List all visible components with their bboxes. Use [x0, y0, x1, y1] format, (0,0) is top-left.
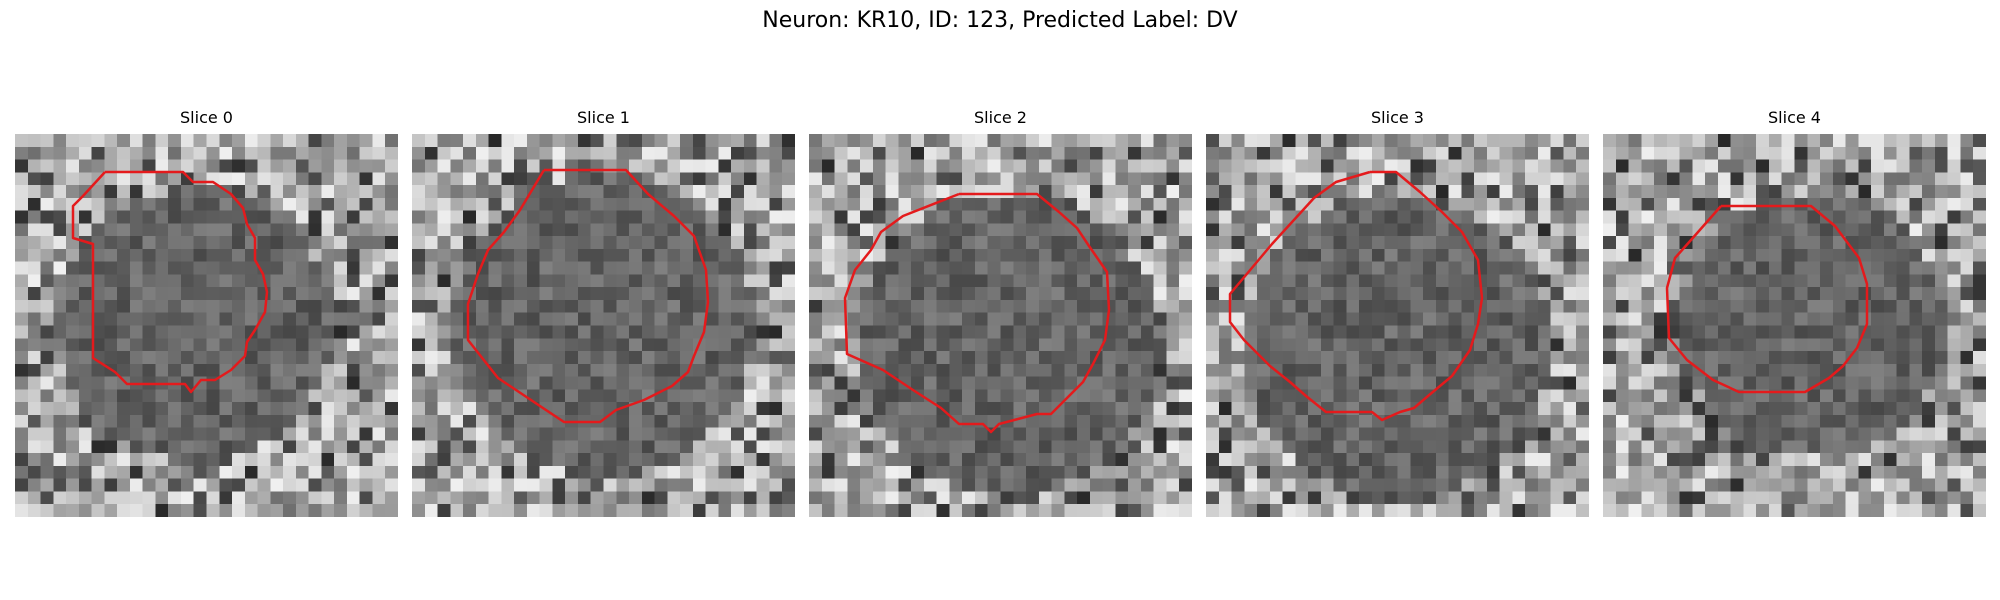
contour-line — [71, 170, 269, 394]
grayscale-image — [1603, 134, 1986, 517]
panel-title: Slice 2 — [974, 108, 1027, 127]
panel-slice-4: Slice 4 — [1603, 108, 1986, 517]
grayscale-image — [1206, 134, 1589, 517]
panel-slice-3: Slice 3 — [1206, 108, 1589, 517]
figure-title: Neuron: KR10, ID: 123, Predicted Label: … — [762, 8, 1238, 33]
contour-line — [843, 192, 1111, 434]
grayscale-image — [15, 134, 398, 517]
contour-line — [1665, 204, 1869, 394]
contour-line — [1228, 170, 1484, 422]
panel-title: Slice 3 — [1371, 108, 1424, 127]
panel-title: Slice 4 — [1768, 108, 1821, 127]
contour-line — [466, 168, 710, 424]
roi-contour — [1228, 170, 1484, 422]
panel-title: Slice 1 — [577, 108, 630, 127]
panel-slice-0: Slice 0 — [15, 108, 398, 517]
roi-contour — [843, 192, 1111, 434]
panel-slice-2: Slice 2 — [809, 108, 1192, 517]
grayscale-image — [809, 134, 1192, 517]
roi-contour — [1665, 204, 1869, 394]
roi-contour — [71, 170, 269, 394]
roi-contour — [466, 168, 710, 424]
grayscale-image — [412, 134, 795, 517]
panel-title: Slice 0 — [180, 108, 233, 127]
panel-slice-1: Slice 1 — [412, 108, 795, 517]
